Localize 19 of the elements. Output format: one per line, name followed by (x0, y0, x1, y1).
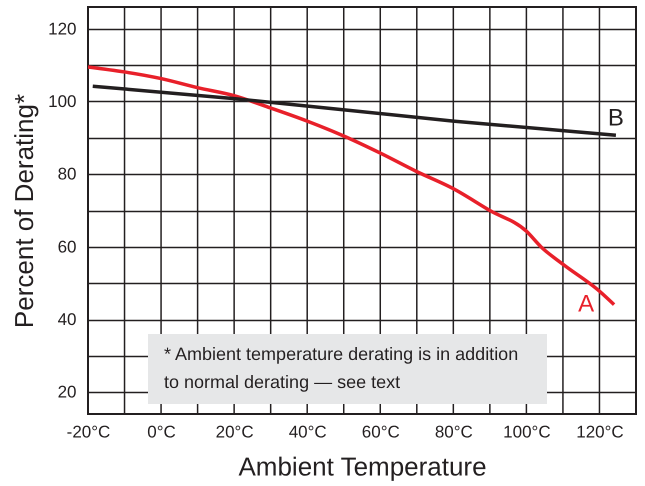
x-tick-label: 20°C (216, 422, 254, 442)
x-tick-label: 40°C (288, 422, 327, 442)
y-tick-label: 100 (48, 92, 76, 111)
y-tick-label: 120 (48, 19, 76, 38)
series-label: B (608, 104, 624, 132)
x-tick-label: 60°C (362, 422, 400, 442)
x-tick-label: 80°C (434, 422, 473, 442)
series-label: A (578, 290, 594, 318)
y-axis-title: Percent of Derating* (9, 94, 40, 328)
x-tick-label: 0°C (147, 422, 176, 442)
y-tick-label: 20 (58, 382, 76, 402)
note-box: * Ambient temperature derating is in addition to normal derating — see text (148, 334, 547, 404)
y-tick-label: 60 (58, 237, 76, 256)
x-tick-label: -20°C (66, 422, 110, 442)
x-axis-title: Ambient Temperature (238, 452, 487, 482)
x-tick-label: 100°C (503, 422, 551, 442)
x-tick-label: 120°C (576, 422, 624, 442)
y-tick-label: 40 (58, 310, 76, 330)
y-tick-label: 80 (58, 164, 76, 184)
